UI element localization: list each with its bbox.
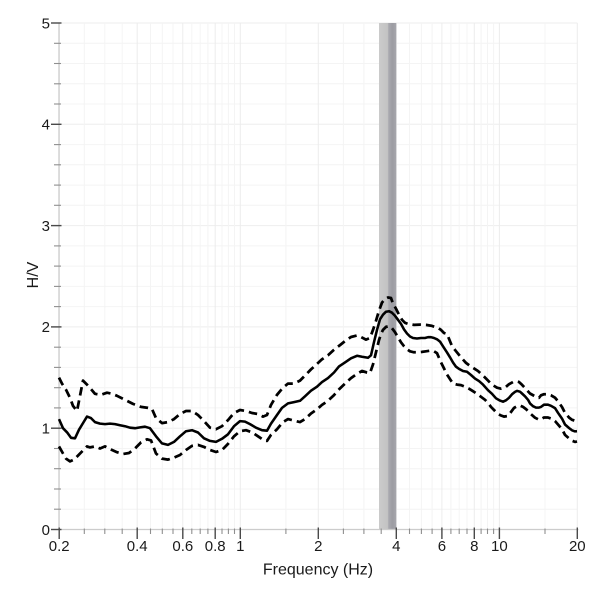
svg-text:2: 2 — [314, 538, 322, 555]
svg-text:0.8: 0.8 — [205, 538, 226, 555]
svg-text:1: 1 — [42, 421, 50, 438]
svg-text:20: 20 — [569, 538, 586, 555]
svg-text:5: 5 — [42, 15, 50, 32]
svg-text:0.2: 0.2 — [49, 538, 70, 555]
svg-text:0.6: 0.6 — [172, 538, 193, 555]
svg-text:8: 8 — [470, 538, 478, 555]
svg-text:0: 0 — [42, 522, 50, 539]
svg-text:3: 3 — [42, 218, 50, 235]
svg-text:0.4: 0.4 — [127, 538, 148, 555]
svg-text:6: 6 — [438, 538, 446, 555]
svg-text:Frequency (Hz): Frequency (Hz) — [263, 562, 373, 579]
svg-text:4: 4 — [42, 117, 50, 134]
svg-text:H/V: H/V — [25, 261, 42, 288]
svg-text:1: 1 — [236, 538, 244, 555]
svg-text:10: 10 — [491, 538, 508, 555]
svg-text:4: 4 — [392, 538, 400, 555]
svg-text:2: 2 — [42, 319, 50, 336]
